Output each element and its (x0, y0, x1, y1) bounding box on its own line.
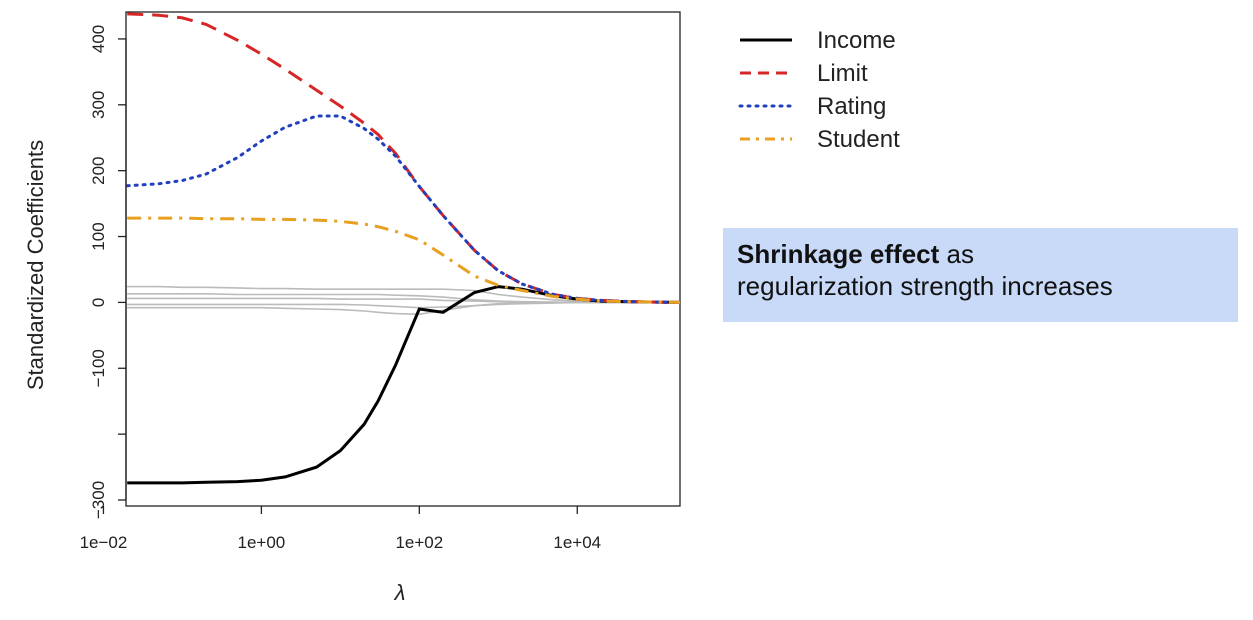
y-tick-label: 200 (89, 156, 108, 184)
legend-label-rating: Rating (817, 93, 886, 120)
y-tick-label: 400 (89, 25, 108, 53)
legend-label-student: Student (817, 126, 900, 153)
callout-text-line2: regularization strength increases (737, 271, 1113, 301)
y-tick-label: 300 (89, 91, 108, 119)
x-tick-label: 1e+04 (553, 533, 601, 552)
series-line-rating (125, 114, 682, 304)
y-tick-label: 100 (89, 222, 108, 250)
series-lines (125, 12, 682, 485)
plot-border (125, 11, 681, 507)
y-axis-label: Standardized Coefficients (23, 140, 48, 390)
y-tick-label: −100 (89, 349, 108, 387)
shrinkage-callout: Shrinkage effect as regularization stren… (723, 228, 1238, 322)
x-tick-label: 1e−02 (80, 533, 128, 552)
callout-bold-text: Shrinkage effect (737, 239, 940, 269)
y-tick-label: 0 (89, 298, 108, 307)
callout-text-line1: as (939, 239, 974, 269)
x-tick-label: 1e+02 (395, 533, 443, 552)
legend: Income Limit Rating Student (738, 27, 900, 153)
y-axis-ticks: 400 300 200 100 0 −100 −300 (89, 25, 127, 519)
series-line-student (127, 216, 681, 304)
x-axis-label: λ (394, 580, 406, 605)
plot-frame (125, 11, 681, 507)
other-variable-lines (127, 285, 680, 316)
legend-label-income: Income (817, 27, 896, 54)
x-tick-label: 1e+00 (238, 533, 286, 552)
x-axis-ticks: 1e−02 1e+00 1e+02 1e+04 (80, 506, 601, 552)
other-variable-line (127, 301, 680, 316)
other-variable-line (127, 285, 680, 304)
series-line-limit (127, 12, 681, 304)
y-tick-label: −300 (89, 481, 108, 519)
series-line-income (127, 285, 681, 485)
legend-label-limit: Limit (817, 60, 868, 87)
